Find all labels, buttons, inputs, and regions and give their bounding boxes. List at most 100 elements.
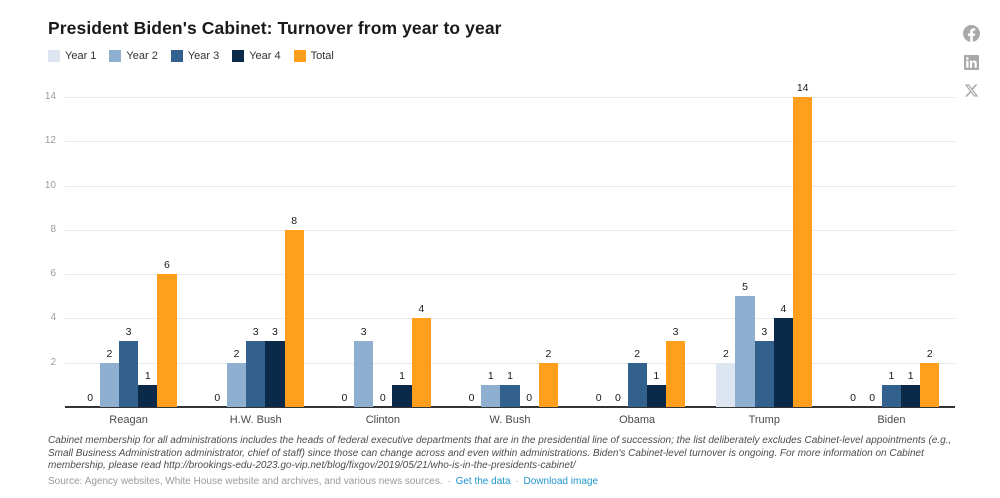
bar-biden-total [920,362,940,407]
value-label: 1 [144,369,151,382]
x-icon [964,84,979,97]
value-label: 0 [615,392,621,404]
bar-group-reagan: 0 2 3 1 6 Reagan [81,85,177,426]
bar-slot: 0 [589,85,608,407]
bar-h-w-bush-total [284,229,304,407]
get-the-data-link[interactable]: Get the data [455,476,511,487]
bar-slot: 2 [627,85,647,407]
value-label: 2 [926,347,933,360]
bar-trump-year-4 [773,318,794,407]
bar-h-w-bush-year-2 [226,362,247,407]
separator-dot: · [447,476,451,487]
legend-label: Total [310,50,334,62]
x-axis-label-trump: Trump [748,414,780,426]
bar-clinton-year-2 [354,340,374,407]
value-label: 3 [360,325,367,338]
legend-item-total: Total [293,50,334,62]
value-label: 0 [87,392,94,404]
legend-swatch [170,50,183,62]
bar-slot: 2 [716,85,736,407]
bar-group-biden: 0 0 1 1 2 Biden [843,85,940,426]
bar-slot: 0 [208,85,227,407]
bar-slot: 0 [373,85,392,407]
bar-slot: 0 [520,85,539,407]
bar-slot: 1 [500,85,520,407]
bar-group-obama: 0 0 2 1 3 Obama [589,85,686,426]
x-axis-label-biden: Biden [877,414,906,426]
x-axis-label-reagan: Reagan [109,414,148,426]
value-label: 14 [796,82,809,94]
bar-trump-year-2 [735,296,755,407]
gridline [65,185,955,187]
bar-slot: 14 [793,82,813,407]
value-label: 1 [888,369,895,382]
legend-label: Year 1 [65,50,97,62]
bar-reagan-year-3 [118,340,139,407]
chart-title: President Biden's Cabinet: Turnover from… [48,18,502,38]
gridline [65,97,955,98]
y-axis-tick-label: 10 [44,179,56,191]
x-share-button[interactable] [964,83,979,98]
chart-notes: Cabinet membership for all administratio… [48,435,952,471]
x-axis-label-h-w-bush: H.W. Bush [229,414,282,426]
bar-slot: 0 [462,85,481,407]
bar-biden-year-3 [881,384,902,407]
y-axis-tick-label: 8 [50,223,56,235]
bar-trump-year-1 [716,362,736,407]
legend-swatch [293,50,306,62]
bar-slot: 1 [138,85,158,407]
bar-slot: 3 [265,85,285,407]
download-image-link[interactable]: Download image [523,476,599,487]
x-axis-line [65,406,955,408]
bar-trump-total [793,97,813,407]
bar-slot: 1 [481,85,501,407]
source-line: Source: Agency websites, White House web… [48,476,960,487]
legend-item-year-2: Year 2 [109,50,158,62]
bar-h-w-bush-year-4 [265,340,285,407]
value-label: 4 [780,303,787,316]
bar-obama-year-3 [627,362,647,407]
bar-slot: 3 [665,85,686,407]
bar-slot: 2 [226,85,247,407]
value-label: 3 [761,325,768,338]
value-label: 2 [722,347,729,360]
bar-slot: 1 [392,85,412,407]
bar-biden-year-4 [901,384,921,407]
value-label: 3 [672,325,679,338]
source-text: Source: Agency websites, White House web… [48,476,443,487]
bar-slot: 2 [538,85,558,407]
legend-item-year-4: Year 4 [232,50,281,62]
bar-reagan-year-4 [138,384,158,407]
linkedin-icon [964,55,979,70]
value-label: 1 [507,369,513,382]
value-label: 6 [164,259,170,272]
bar-slot: 0 [81,85,100,407]
value-label: 2 [545,347,552,360]
legend-label: Year 4 [249,50,281,62]
bar-w-bush-total [538,362,558,407]
bar-reagan-total [157,274,177,407]
bar-clinton-year-4 [392,384,412,407]
value-label: 2 [634,347,641,360]
bar-slot: 3 [354,85,374,407]
value-label: 1 [907,369,914,382]
bar-reagan-year-2 [99,362,119,407]
bar-group-h-w-bush: 0 2 3 3 8 H.W. Bush [208,85,304,426]
bar-obama-year-4 [646,384,666,407]
value-label: 0 [214,392,221,404]
value-label: 0 [869,392,876,404]
bar-slot: 1 [901,85,921,407]
facebook-share-button[interactable] [963,25,980,42]
y-axis-tick-label: 2 [50,356,56,368]
legend-item-year-1: Year 1 [48,50,96,62]
y-axis-tick-label: 12 [44,135,56,147]
x-axis-label-w-bush: W. Bush [489,414,531,426]
bar-slot: 0 [863,85,882,407]
legend-label: Year 2 [126,50,158,62]
value-label: 0 [468,392,475,404]
linkedin-share-button[interactable] [964,55,979,70]
bar-slot: 0 [843,85,862,407]
value-label: 3 [252,325,259,338]
bar-slot: 3 [246,85,266,407]
bar-group-trump: 2 5 3 4 14 Trump [716,82,813,426]
